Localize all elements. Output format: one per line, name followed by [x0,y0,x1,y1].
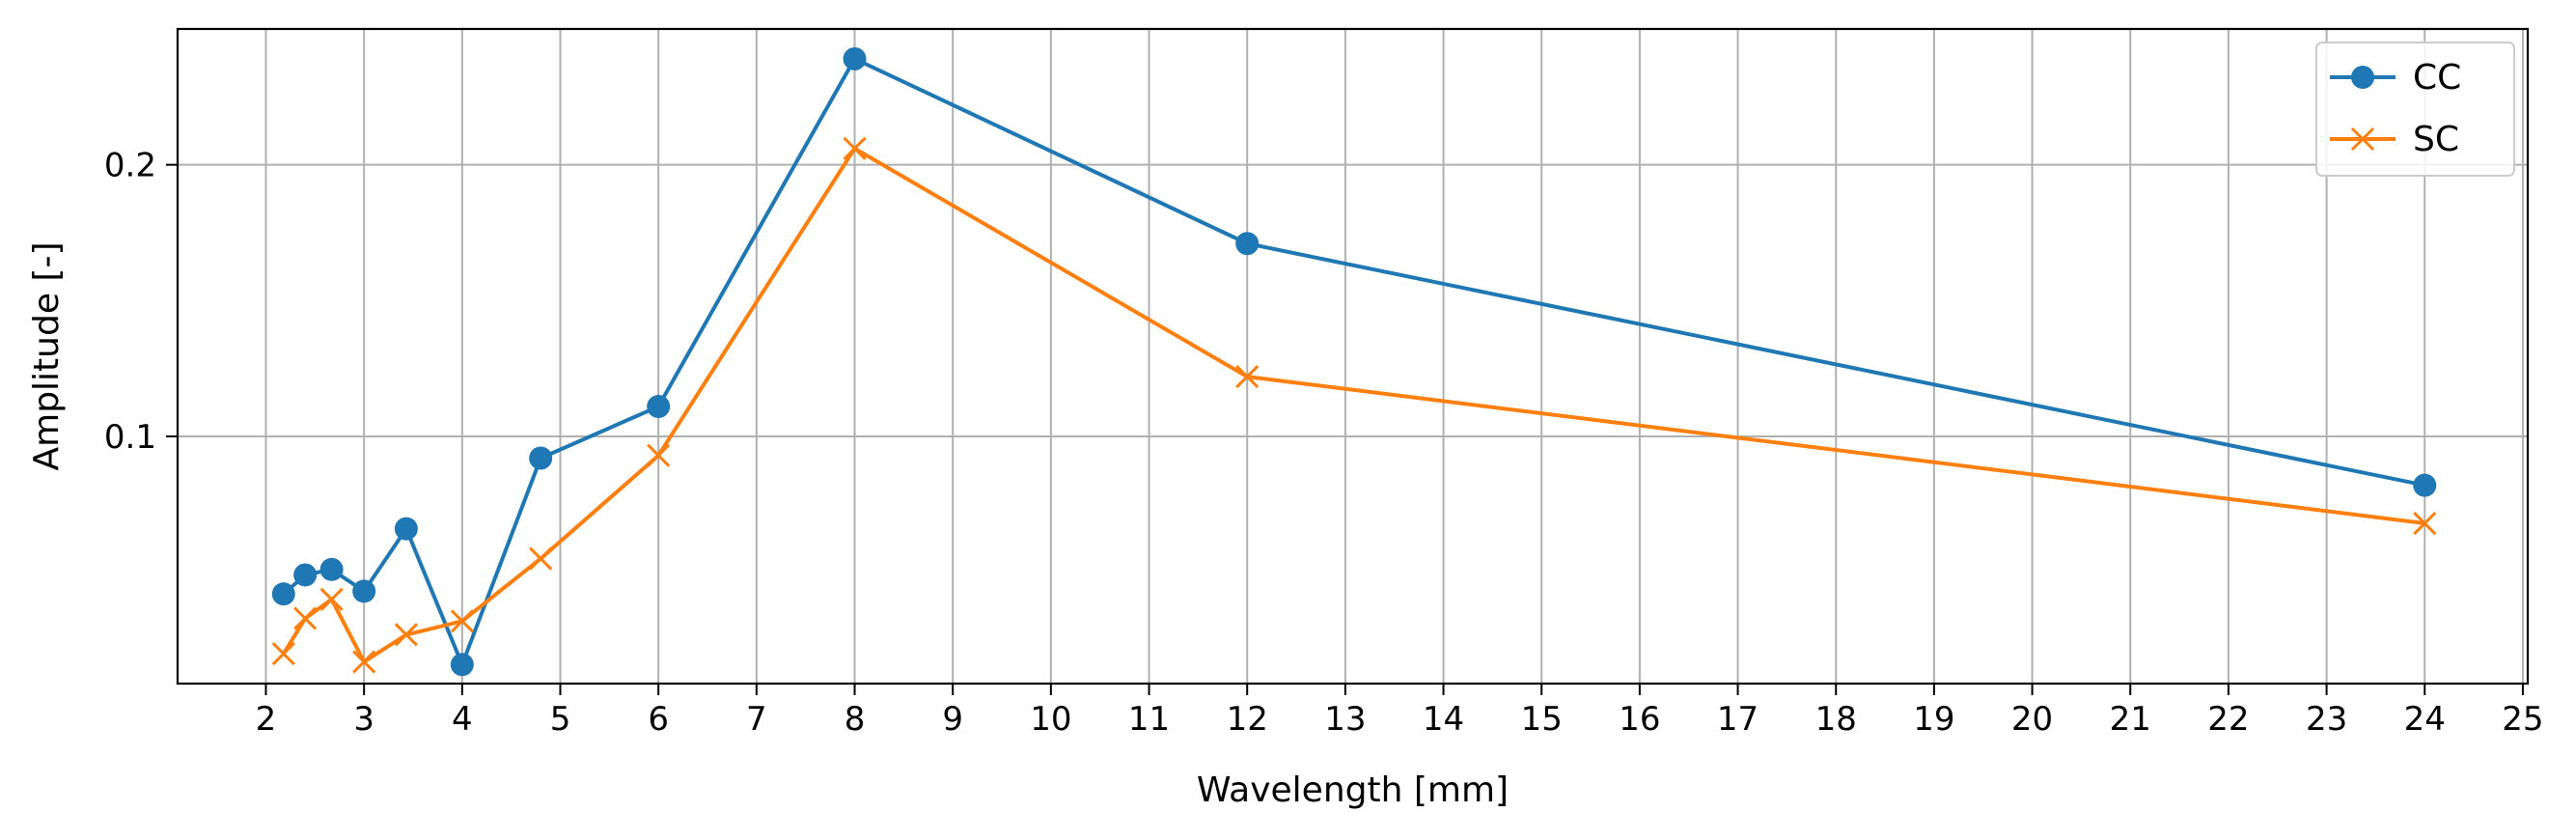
series-layer [271,46,2437,677]
data-point [271,641,295,666]
data-point [450,609,474,633]
data-point [319,587,344,611]
series-line [282,56,2425,667]
x-axis-label: Wavelength [mm] [1197,770,1509,810]
y-axis-ticks: 0.1 0.2 [104,147,178,457]
x-tick-label: 8 [845,700,866,739]
legend-entry-sc: SC [2330,120,2459,159]
x-tick-label: 2 [256,700,277,739]
x-tick-label: 23 [2306,700,2347,739]
x-tick-label: 4 [452,700,473,739]
x-tick-label: 19 [1913,700,1954,739]
data-point [394,623,418,647]
x-tick-label: 10 [1030,700,1071,739]
data-point [293,563,318,587]
x-tick-label: 11 [1128,700,1170,739]
series-cc [271,46,2437,677]
data-point [647,443,671,467]
data-point [352,579,376,603]
x-tick-label: 21 [2110,700,2151,739]
data-point [352,650,376,674]
series-sc [271,136,2437,674]
data-point [394,517,418,541]
y-tick-label: 0.1 [104,418,156,457]
legend-entry-cc: CC [2330,58,2461,98]
y-tick-label: 0.2 [104,147,156,185]
data-point [843,46,867,70]
plot-frame [176,27,2530,686]
x-tick-label: 15 [1521,700,1563,739]
x-tick-label: 17 [1717,700,1759,739]
data-point [2413,473,2437,497]
data-point [843,136,867,160]
x-tick-label: 20 [2011,700,2053,739]
x-tick-label: 3 [353,700,374,739]
x-axis-ticks: 2 3 4 5 6 7 8 9 10 11 12 13 14 15 16 17 18 19 20 21 22 23 24 25 [256,684,2544,739]
data-point [271,582,295,606]
y-axis-label: Amplitude [-] [27,241,67,470]
data-point [1235,232,1260,256]
data-point [1235,365,1260,389]
series-line [282,146,2425,664]
legend-label: CC [2413,58,2461,98]
data-point [293,606,318,630]
x-tick-label: 25 [2502,700,2543,739]
x-tick-label: 6 [648,700,669,739]
data-point [529,446,553,470]
x-tick-label: 14 [1423,700,1464,739]
x-tick-label: 16 [1619,700,1660,739]
legend: CC SC [2315,42,2515,177]
legend-label: SC [2413,120,2459,159]
x-tick-label: 7 [746,700,767,739]
data-point [647,395,671,419]
x-tick-label: 18 [1815,700,1857,739]
x-tick-label: 12 [1227,700,1268,739]
data-point [2350,126,2375,152]
data-point [450,653,474,677]
x-tick-label: 5 [550,700,571,739]
x-tick-label: 24 [2404,700,2446,739]
data-point [319,557,344,581]
x-tick-label: 22 [2207,700,2249,739]
data-point [2413,511,2437,536]
data-point [529,546,553,571]
data-point [2351,66,2374,89]
x-tick-label: 9 [942,700,963,739]
x-tick-label: 13 [1324,700,1366,739]
grid-lines [178,29,2528,684]
